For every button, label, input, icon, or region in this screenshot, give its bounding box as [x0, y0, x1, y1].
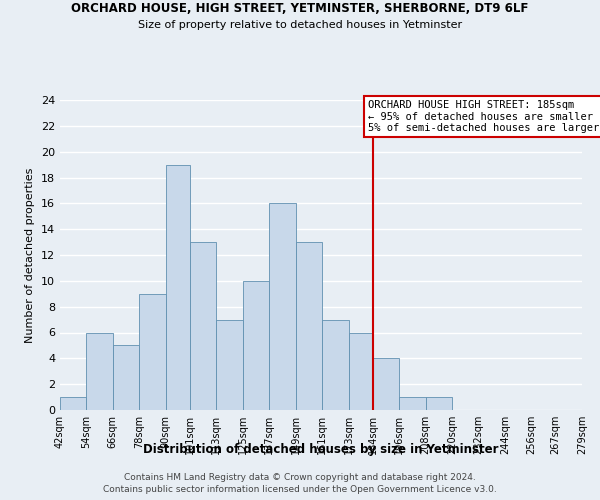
Bar — [217, 320, 243, 410]
Bar — [243, 281, 269, 410]
Bar — [269, 204, 296, 410]
Y-axis label: Number of detached properties: Number of detached properties — [25, 168, 35, 342]
Text: ORCHARD HOUSE, HIGH STREET, YETMINSTER, SHERBORNE, DT9 6LF: ORCHARD HOUSE, HIGH STREET, YETMINSTER, … — [71, 2, 529, 16]
Text: Contains HM Land Registry data © Crown copyright and database right 2024.: Contains HM Land Registry data © Crown c… — [124, 472, 476, 482]
Bar — [322, 320, 349, 410]
Bar — [373, 358, 399, 410]
Bar — [60, 397, 86, 410]
Text: ORCHARD HOUSE HIGH STREET: 185sqm
← 95% of detached houses are smaller (112)
5% : ORCHARD HOUSE HIGH STREET: 185sqm ← 95% … — [368, 100, 600, 133]
Bar — [296, 242, 322, 410]
Bar — [190, 242, 217, 410]
Bar — [425, 397, 452, 410]
Bar — [139, 294, 166, 410]
Bar — [399, 397, 425, 410]
Text: Distribution of detached houses by size in Yetminster: Distribution of detached houses by size … — [143, 442, 499, 456]
Bar — [86, 332, 113, 410]
Bar — [349, 332, 373, 410]
Bar — [166, 164, 190, 410]
Text: Size of property relative to detached houses in Yetminster: Size of property relative to detached ho… — [138, 20, 462, 30]
Bar — [113, 346, 139, 410]
Text: Contains public sector information licensed under the Open Government Licence v3: Contains public sector information licen… — [103, 485, 497, 494]
